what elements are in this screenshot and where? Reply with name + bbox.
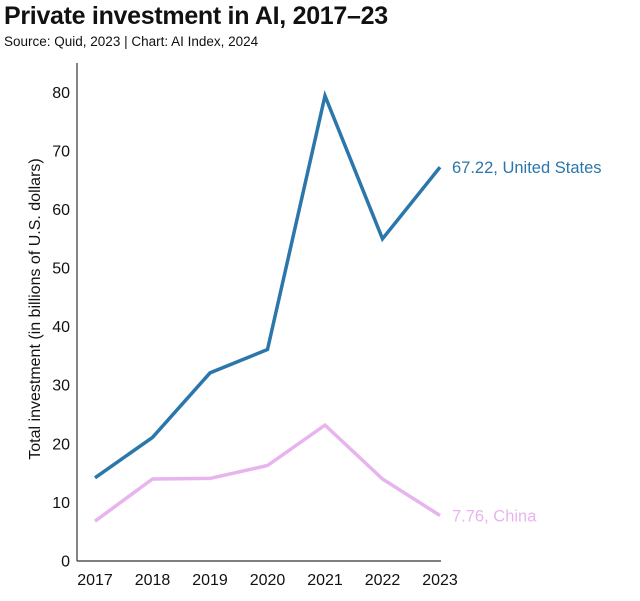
x-tick-label: 2021	[307, 572, 343, 589]
x-tick-label: 2018	[135, 572, 171, 589]
y-tick-label: 60	[52, 202, 70, 219]
chart-subtitle: Source: Quid, 2023 | Chart: AI Index, 20…	[4, 34, 259, 49]
y-tick-label: 30	[52, 378, 70, 395]
series-lines	[93, 89, 442, 523]
series-line-china	[93, 422, 441, 523]
y-tick-label: 40	[52, 319, 70, 336]
x-tick-label: 2020	[250, 572, 286, 589]
end-labels: 67.22, United States 7.76, China	[452, 159, 602, 525]
y-tick-label: 80	[52, 85, 70, 102]
y-axis-title: Total investment (in billions of U.S. do…	[27, 158, 44, 459]
y-tick-label: 10	[52, 495, 70, 512]
x-tick-label: 2022	[365, 572, 401, 589]
end-label-china: 7.76, China	[452, 508, 537, 526]
end-label-united-states: 67.22, United States	[452, 159, 602, 177]
series-line-united-states	[93, 89, 442, 480]
y-tick-label: 0	[61, 554, 70, 571]
y-tick-label: 50	[52, 261, 70, 278]
x-tick-label: 2023	[422, 572, 458, 589]
axes	[76, 63, 441, 562]
y-tick-label: 20	[52, 436, 70, 453]
chart-title: Private investment in AI, 2017–23	[4, 2, 388, 30]
x-tick-label: 2017	[77, 572, 113, 589]
x-tick-label: 2019	[192, 572, 228, 589]
y-tick-label: 70	[52, 143, 70, 160]
tick-labels: 0 10 20 30 40 50 60 70 80 2017 2018 2019 2020 2021 202…	[52, 85, 458, 589]
